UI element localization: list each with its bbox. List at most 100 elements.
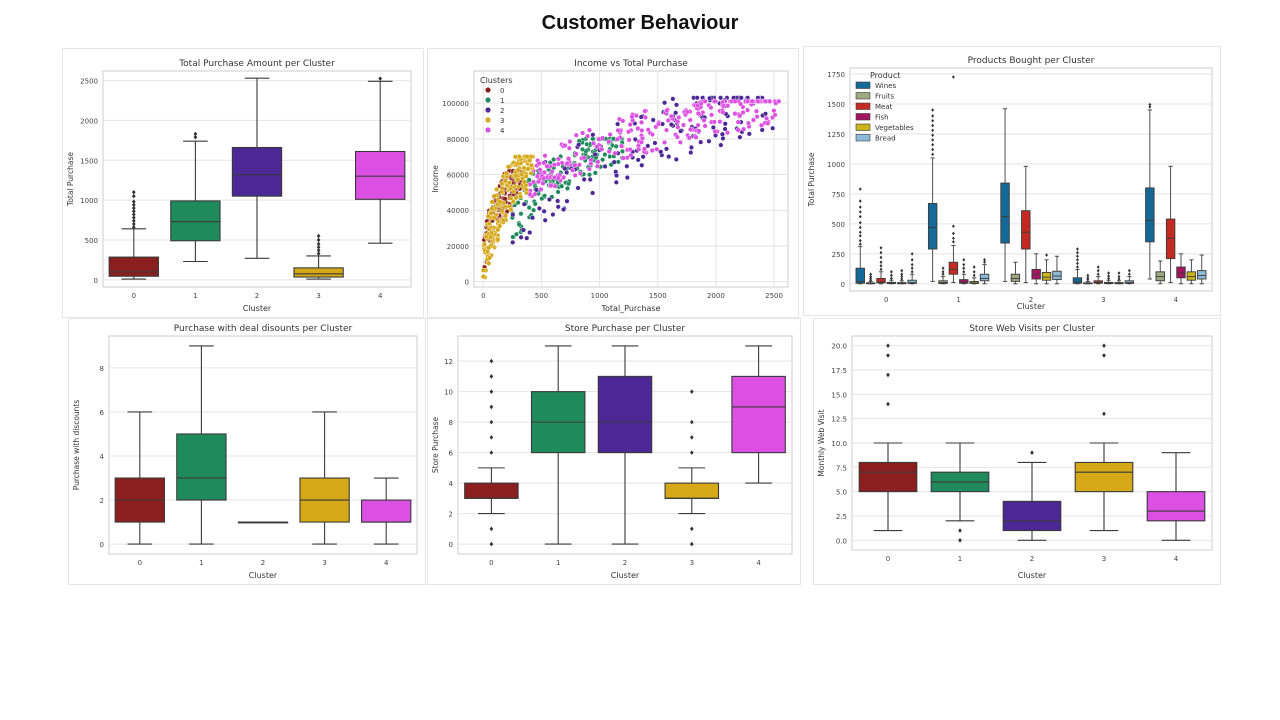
scatter-point [521,179,527,185]
outlier-point [879,250,883,255]
scatter-point [567,139,573,145]
chart-title: Purchase with deal disounts per Cluster [174,324,353,334]
legend-swatch [855,113,871,121]
scatter-point [561,174,567,180]
box-iqr [1072,277,1083,284]
outlier-point [689,526,694,532]
scatter-point [642,114,648,120]
scatter-point [511,189,517,195]
scatter-point [645,143,651,149]
box-iqr [1146,491,1206,522]
box-group [959,258,969,285]
x-tick-label: 3 [690,559,694,567]
scatter-point [749,98,755,104]
x-tick-label: 2 [1029,296,1033,304]
box-iqr [361,499,412,523]
box-group [176,345,227,545]
box-iqr [1000,182,1010,244]
scatter-point [701,117,707,123]
x-tick-label: 4 [384,559,389,567]
box-iqr [938,280,948,284]
scatter-point [517,194,523,200]
box-iqr [948,261,959,275]
scatter-point [542,217,548,223]
scatter-point [750,117,756,123]
scatter-point [555,156,561,162]
outlier-point [886,343,890,349]
x-tick-label: 2500 [765,292,783,300]
scatter-point [619,148,625,154]
scatter-point [673,110,679,116]
scatter-point [503,170,509,176]
box-group [530,345,586,545]
legend-label: 1 [500,97,504,105]
scatter-point [717,119,723,125]
scatter-point [564,185,570,191]
y-axis-label: Total Purchase [807,152,816,207]
total-purchase-panel: Total Purchase Amount per Cluster Cluster… [62,48,424,318]
scatter-point [626,129,632,135]
legend-title: Product [870,71,900,80]
scatter-point [675,119,681,125]
scatter-point [670,96,676,102]
scatter-point [489,199,495,205]
y-tick-label: 2 [100,497,104,505]
scatter-point [587,176,593,182]
scatter-point [664,127,670,133]
scatter-point [678,128,684,134]
y-tick-label: 6 [449,450,454,458]
scatter-point [652,140,658,146]
scatter-point [529,162,535,168]
box-group [1021,165,1031,284]
box-iqr [231,146,283,197]
scatter-point [537,167,543,173]
scatter-point [513,195,519,201]
outlier-point [1030,450,1034,456]
box-iqr [664,482,720,499]
legend-label: Wines [875,82,896,90]
outlier-point [131,224,136,230]
box-iqr [355,150,406,200]
outlier-point [131,218,136,224]
scatter-point [732,98,738,104]
scatter-point [722,121,728,127]
y-tick-label: 100000 [442,100,469,108]
scatter-point [573,132,579,138]
scatter-point [518,160,524,166]
scatter-point [600,157,606,163]
x-tick-label: 0 [132,292,136,300]
scatter-point [654,146,660,152]
legend-swatch [855,134,871,142]
x-tick-label: 0 [138,559,142,567]
outlier-point [193,131,198,137]
outlier-point [889,276,893,281]
y-tick-label: 1250 [827,131,845,139]
box-iqr [1197,270,1207,280]
scatter-point [533,187,539,193]
outlier-point [910,262,914,267]
box-group [1083,273,1093,285]
scatter-point [581,176,587,182]
outlier-point [131,189,136,195]
box-iqr [597,375,653,454]
box-iqr [170,200,221,242]
scatter-point [639,135,645,141]
scatter-point [776,98,782,104]
scatter-point [536,205,542,211]
scatter-point [518,211,524,217]
x-tick-label: 2 [623,559,627,567]
scatter-point [649,132,655,138]
products-bought-panel: Products Bought per Cluster Cluster Total … [803,46,1221,316]
scatter-point [719,131,725,137]
scatter-point [599,146,605,152]
scatter-point [586,172,592,178]
scatter-point [523,187,529,193]
scatter-point [580,130,586,136]
store-purchase-panel: Store Purchase per Cluster Cluster Store P… [427,318,801,585]
scatter-point [505,164,511,170]
scatter-point [702,123,708,129]
outlier-point [886,353,890,358]
outlier-point [910,258,914,262]
box-group [1145,102,1155,280]
box-group [1074,343,1134,532]
